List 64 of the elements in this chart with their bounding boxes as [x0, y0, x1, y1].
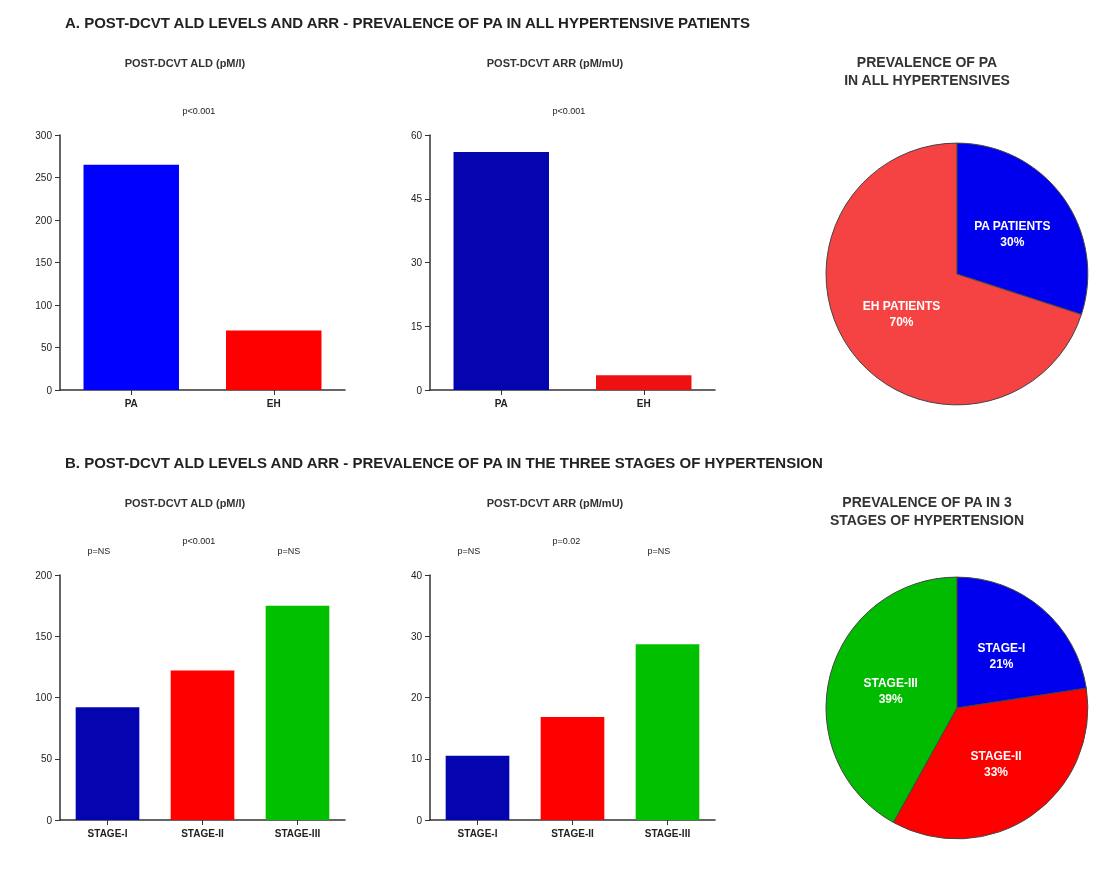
slice-label: STAGE-II	[970, 749, 1022, 764]
data-label: 70%	[889, 315, 914, 330]
text: p<0.001	[182, 535, 216, 546]
text: p<0.001	[552, 105, 586, 116]
text: B. POST-DCVT ALD LEVELS AND ARR - PREVALENCE OF PA IN THE THREE STAGES OF HYPERTENSION	[65, 454, 823, 471]
x-tick-label: PA	[494, 397, 508, 409]
text: p=NS	[647, 545, 671, 556]
x-tick-label: STAGE-II	[181, 827, 225, 839]
y-tick-label: 0	[46, 814, 53, 826]
data-label: 33%	[984, 765, 1009, 780]
text: A. POST-DCVT ALD LEVELS AND ARR - PREVALENCE OF PA IN ALL HYPERTENSIVE PATIENTS	[65, 14, 751, 31]
y-tick-label: 50	[40, 753, 53, 765]
x-tick-label: PA	[124, 397, 138, 409]
data-label: 30%	[1000, 234, 1025, 249]
y-tick-label: 20	[410, 692, 423, 703]
x-tick-label: EH	[266, 397, 281, 409]
bar	[445, 755, 510, 820]
data-label: 39%	[878, 691, 903, 706]
bar	[265, 605, 330, 820]
x-tick-label: STAGE-III	[274, 827, 321, 839]
chart-title: POST-DCVT ALD (pM/l)	[124, 496, 246, 509]
y-tick-label: 150	[35, 630, 53, 642]
y-tick-label: 60	[410, 129, 423, 141]
y-tick-label: 15	[410, 320, 423, 332]
y-tick-label: 100	[35, 299, 53, 311]
text: p=0.02	[552, 535, 581, 546]
y-tick-label: 200	[35, 214, 53, 226]
text: p=NS	[87, 545, 111, 556]
slice-label: STAGE-I	[977, 641, 1026, 656]
chart-title: PREVALENCE OF PA IN ALL HYPERTENSIVES	[844, 54, 1010, 88]
slice-label: EH PATIENTS	[862, 299, 941, 314]
bar	[170, 670, 235, 820]
y-tick-label: 200	[35, 569, 53, 581]
bar	[75, 707, 140, 820]
y-tick-label: 0	[46, 384, 53, 396]
bar	[635, 644, 700, 820]
x-tick-label: STAGE-II	[551, 827, 595, 839]
x-tick-label: STAGE-I	[457, 827, 498, 839]
y-tick-label: 0	[416, 814, 423, 826]
y-tick-label: 40	[410, 569, 423, 581]
y-tick-label: 10	[410, 753, 423, 765]
text: p=NS	[277, 545, 301, 556]
y-tick-label: 30	[410, 257, 423, 268]
y-tick-label: 45	[410, 193, 423, 205]
y-tick-label: 30	[410, 630, 423, 642]
slice-label: PA PATIENTS	[974, 218, 1051, 233]
y-tick-label: 250	[35, 172, 53, 183]
x-tick-label: EH	[636, 397, 651, 409]
y-tick-label: 50	[40, 342, 53, 353]
y-tick-label: 150	[35, 257, 53, 268]
chart-title: PREVALENCE OF PA IN 3 STAGES OF HYPERTENSION	[829, 494, 1025, 528]
x-tick-label: STAGE-I	[87, 827, 128, 839]
chart-title: POST-DCVT ARR (pM/mU)	[486, 496, 624, 509]
text: p<0.001	[182, 105, 216, 116]
slice-label: STAGE-III	[863, 675, 918, 690]
y-tick-label: 0	[416, 384, 423, 396]
chart-title: POST-DCVT ALD (pM/l)	[124, 56, 246, 69]
bar	[540, 717, 605, 820]
chart-title: POST-DCVT ARR (pM/mU)	[486, 56, 624, 69]
text: p=NS	[457, 545, 481, 556]
x-tick-label: STAGE-III	[644, 827, 691, 839]
data-label: 21%	[989, 657, 1014, 672]
y-tick-label: 300	[35, 129, 53, 141]
y-tick-label: 100	[35, 692, 53, 703]
